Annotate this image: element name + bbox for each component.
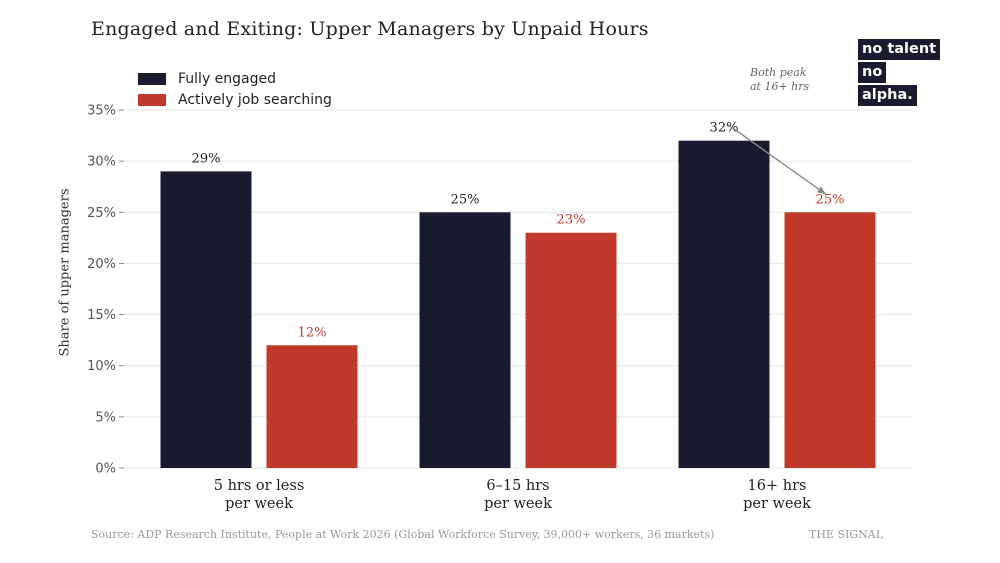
annotation-line-1: Both peak: [750, 66, 807, 79]
x-tick-label: per week: [484, 496, 552, 512]
data-label-engaged: 25%: [451, 192, 480, 207]
bar-engaged: [678, 140, 770, 468]
annotation-line-2: at 16+ hrs: [750, 80, 810, 93]
data-label-searching: 12%: [298, 325, 327, 340]
bar-engaged: [160, 171, 252, 468]
annotation-arrow-head: [817, 186, 826, 195]
x-tick-label: per week: [743, 496, 811, 512]
bar-searching: [266, 345, 358, 468]
legend-swatch-searching: [138, 93, 166, 106]
x-tick-label: per week: [225, 496, 293, 512]
y-tick-label: 10%: [87, 359, 116, 374]
source-note: Source: ADP Research Institute, People a…: [91, 528, 715, 541]
y-tick-label: 35%: [87, 104, 116, 119]
bar-searching: [784, 212, 876, 468]
brand-footer: THE SIGNAL: [809, 528, 883, 541]
y-tick-label: 30%: [87, 155, 116, 170]
brand-logo: no talent no alpha.: [858, 39, 941, 108]
y-tick-label: 0%: [95, 462, 116, 477]
chart-title: Engaged and Exiting: Upper Managers by U…: [91, 18, 649, 40]
x-tick-label: 16+ hrs: [748, 478, 807, 494]
logo-line-1: no talent: [858, 39, 941, 60]
legend-label-searching: Actively job searching: [178, 91, 332, 108]
peak-annotation: Both peak at 16+ hrs: [750, 66, 809, 94]
x-tick-label: 6–15 hrs: [486, 478, 549, 494]
legend-item-searching: Actively job searching: [138, 89, 332, 110]
legend-swatch-engaged: [138, 72, 166, 85]
y-tick-label: 25%: [87, 206, 116, 221]
legend: Fully engaged Actively job searching: [138, 68, 332, 110]
legend-item-engaged: Fully engaged: [138, 68, 332, 89]
bar-searching: [525, 232, 617, 468]
annotation-arrow-line: [727, 124, 827, 195]
y-tick-label: 15%: [87, 308, 116, 323]
x-tick-label: 5 hrs or less: [214, 478, 305, 494]
data-label-engaged: 29%: [192, 151, 221, 166]
logo-line-2: no: [858, 62, 887, 83]
data-label-searching: 23%: [557, 213, 586, 228]
legend-label-engaged: Fully engaged: [178, 70, 277, 87]
logo-line-3: alpha.: [858, 85, 917, 106]
data-label-searching: 25%: [816, 192, 845, 207]
data-label-engaged: 32%: [710, 121, 739, 136]
bar-engaged: [419, 212, 511, 468]
y-tick-label: 5%: [95, 410, 116, 425]
y-tick-label: 20%: [87, 257, 116, 272]
